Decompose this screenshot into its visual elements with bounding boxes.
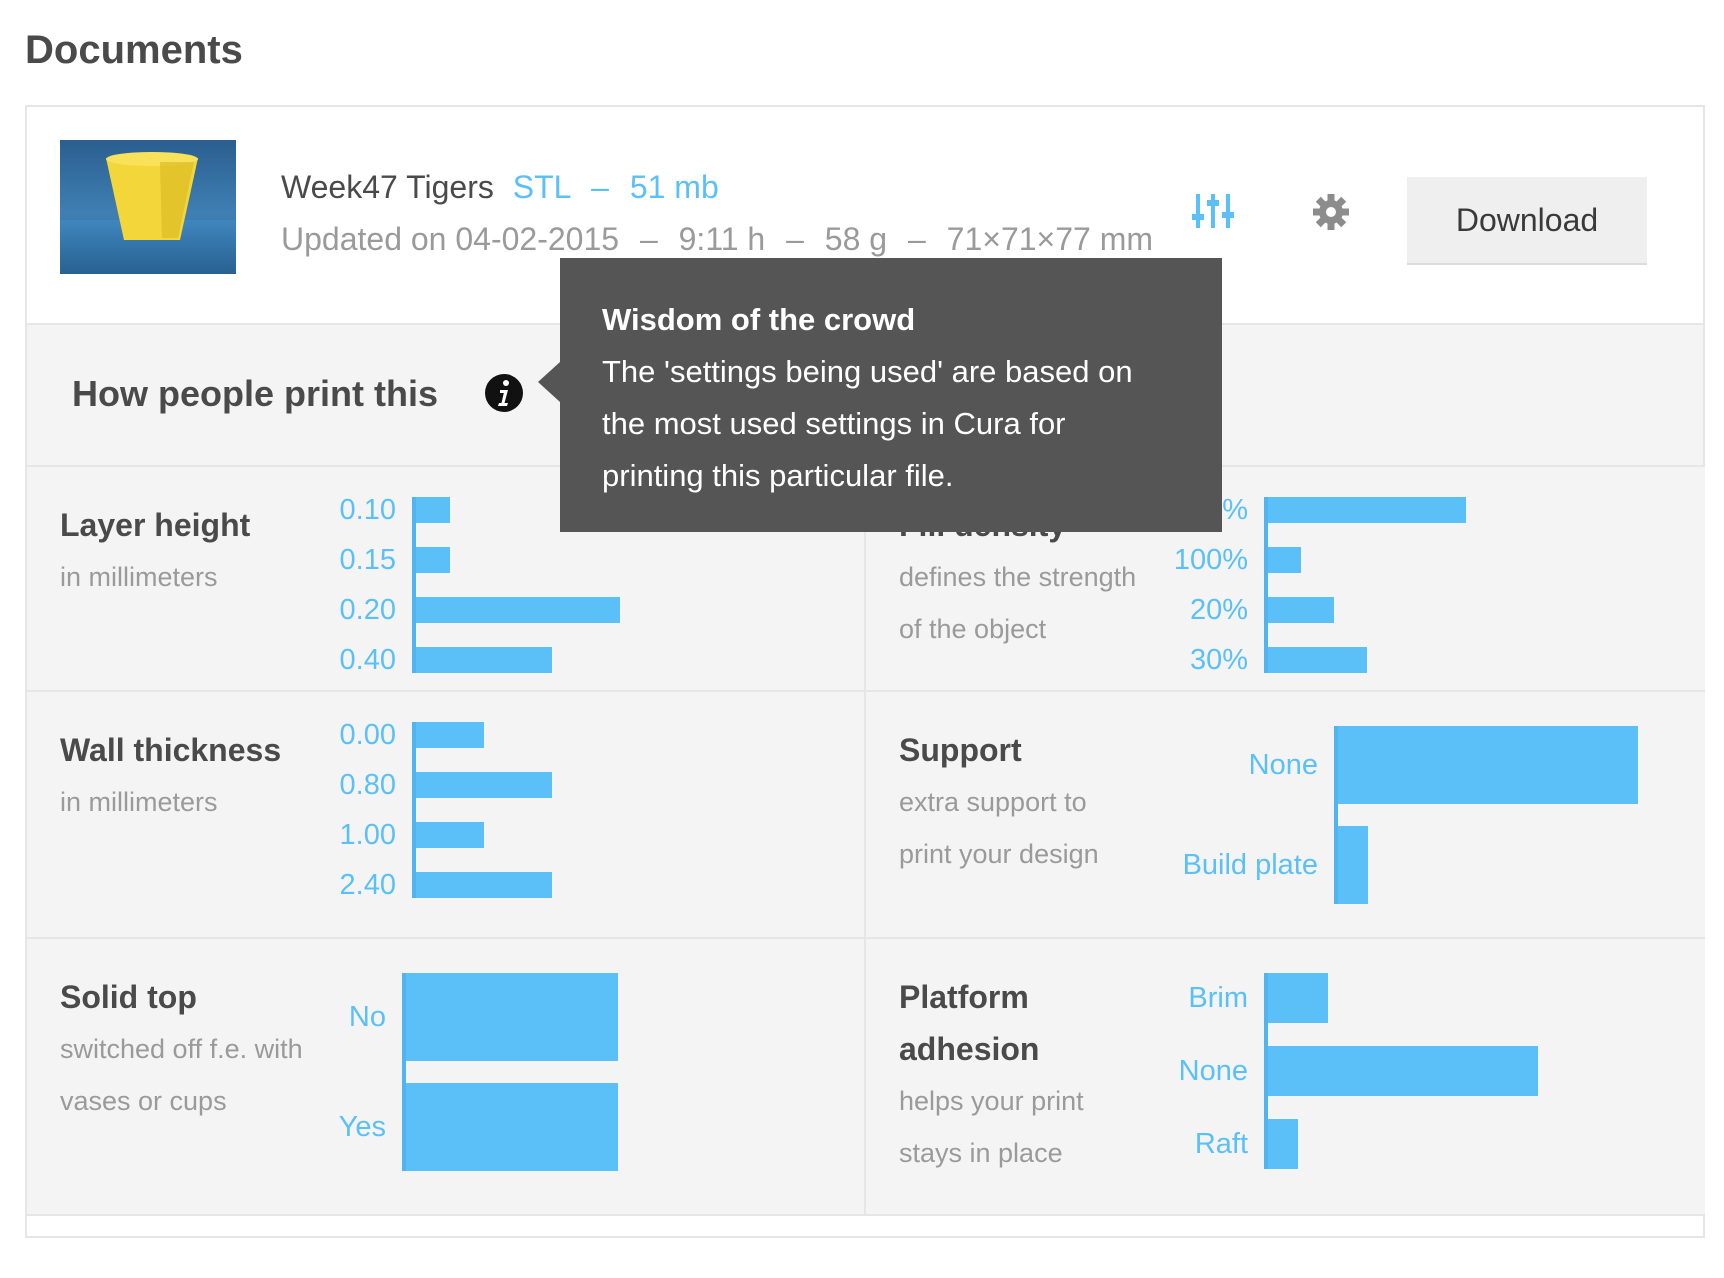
print-dimensions: 71×71×77 mm [946, 221, 1154, 257]
chart-bar-label: 20% [1189, 594, 1248, 626]
settings-grid: Layer height in millimeters 0.10 0.15 0.20… [27, 467, 1705, 1238]
chart-axis [1264, 497, 1268, 673]
support-cell: Support extra support to print your desi… [866, 692, 1705, 939]
info-icon[interactable] [484, 373, 524, 413]
separator: – [786, 221, 804, 257]
setting-title: Solid top [60, 979, 197, 1015]
chart-bar [416, 597, 620, 623]
setting-description: stays in place [899, 1138, 1063, 1168]
tooltip-title: Wisdom of the crowd [602, 302, 916, 337]
chart-bar [1338, 726, 1638, 804]
chart-bar-label: 2.40 [339, 869, 396, 901]
chart-bar-label: Yes [338, 1111, 386, 1143]
file-name: Week47 Tigers [281, 169, 494, 205]
setting-description: helps your print [899, 1086, 1084, 1116]
tooltip-text: the most used settings in Cura for [602, 406, 1066, 441]
solid-top-cell: Solid top switched off f.e. with vases o… [27, 939, 866, 1216]
layer-height-cell: Layer height in millimeters 0.10 0.15 0.20… [27, 467, 866, 692]
chart-bar-label: Raft [1194, 1128, 1248, 1160]
chart-bar-label: Build plate [1182, 849, 1318, 881]
setting-description: switched off f.e. with [60, 1034, 303, 1064]
file-size: 51 mb [629, 169, 719, 205]
chart-bar [416, 722, 484, 748]
chart-bar [416, 872, 552, 898]
separator: – [639, 221, 658, 257]
chart-bar [416, 822, 484, 848]
chart-bar [1268, 497, 1466, 523]
chart-bar-label: Brim [1188, 982, 1248, 1014]
chart-bar-label: 100% [1173, 544, 1248, 576]
platform-adhesion-cell: Platform adhesion helps your print stays… [866, 939, 1705, 1216]
chart-bar-label: None [1248, 749, 1318, 781]
setting-title: Support [899, 732, 1022, 768]
setting-description: extra support to [899, 787, 1087, 817]
wisdom-of-the-crowd-tooltip: Wisdom of the crowd The 'settings being … [538, 258, 1222, 532]
chart-bar-label: No [348, 1001, 386, 1033]
chart-axis [402, 973, 406, 1171]
chart-bar-label: 0.00 [339, 719, 396, 751]
model-thumbnail[interactable] [60, 140, 236, 274]
chart-axis [1264, 973, 1268, 1169]
setting-description: defines the strength [899, 562, 1137, 592]
file-type: STL [512, 169, 571, 205]
chart-bar [416, 647, 552, 673]
chart-bar [1268, 597, 1334, 623]
setting-description: of the object [899, 614, 1047, 644]
chart-bar-label: 0.40 [339, 644, 396, 676]
chart-bar-label: 0.20 [339, 594, 396, 626]
chart-bar-label: 0.10 [339, 494, 396, 526]
file-meta-line: Updated on 04-02-2015 – 9:11 h – 58 g – … [281, 221, 1153, 258]
setting-description: in millimeters [60, 787, 218, 817]
file-title-line: Week47 Tigers STL – 51 mb [281, 169, 719, 206]
sliders-icon[interactable] [1192, 190, 1234, 232]
chart-axis [412, 497, 416, 673]
how-people-print-title: How people print this [72, 373, 438, 414]
chart-bar [406, 1083, 618, 1171]
chart-bar [416, 772, 552, 798]
chart-bar [416, 497, 450, 523]
print-time: 9:11 h [678, 221, 766, 257]
separator: – [907, 221, 926, 257]
setting-title: Layer height [60, 507, 251, 543]
setting-description: in millimeters [60, 562, 218, 592]
chart-bar [1268, 1119, 1298, 1169]
chart-bar [1268, 547, 1301, 573]
print-weight: 58 g [824, 221, 888, 257]
separator: – [591, 169, 609, 205]
setting-title: adhesion [899, 1031, 1040, 1067]
chart-bar-label: None [1178, 1055, 1248, 1087]
chart-bar-label: 0.80 [339, 769, 396, 801]
page-title: Documents [25, 28, 243, 72]
chart-bar [1268, 973, 1328, 1023]
setting-title: Platform [899, 979, 1029, 1015]
setting-description: print your design [899, 839, 1099, 869]
chart-bar-label: 0.15 [339, 544, 396, 576]
tooltip-text: The 'settings being used' are based on [602, 354, 1133, 389]
tooltip-text: printing this particular file. [602, 458, 954, 493]
setting-description: vases or cups [60, 1086, 227, 1116]
setting-title: Wall thickness [60, 732, 282, 768]
chart-axis [1334, 726, 1338, 904]
chart-bar [1268, 1046, 1538, 1096]
gear-icon[interactable] [1312, 193, 1350, 231]
cup-model-icon [106, 152, 198, 240]
chart-axis [412, 722, 416, 898]
wall-thickness-cell: Wall thickness in millimeters 0.00 0.80 1.… [27, 692, 866, 939]
chart-bar-label: 1.00 [339, 819, 396, 851]
updated-date: Updated on 04-02-2015 [281, 221, 620, 257]
chart-bar [1338, 826, 1368, 904]
chart-bar-label: 30% [1189, 644, 1248, 676]
chart-bar [1268, 647, 1367, 673]
download-button[interactable]: Download [1407, 177, 1647, 265]
chart-bar [416, 547, 450, 573]
chart-bar [406, 973, 618, 1061]
